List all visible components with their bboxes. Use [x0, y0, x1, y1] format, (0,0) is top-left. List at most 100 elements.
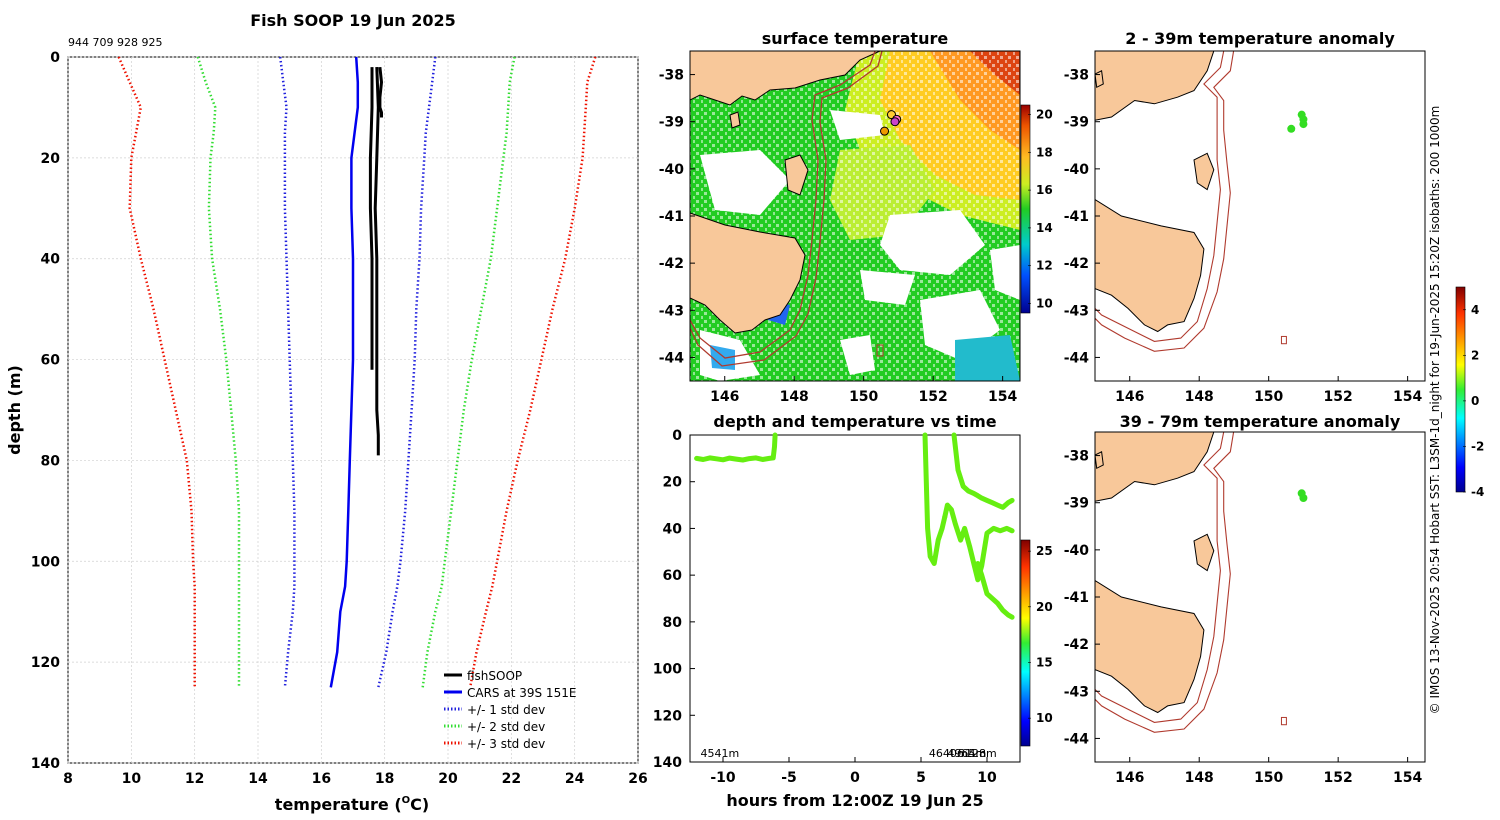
- anomaly-deep-panel: 39 - 79m temperature anomaly 146 148 150 15…: [1064, 412, 1426, 786]
- x-tick-148: 148: [1185, 770, 1214, 786]
- cb-tick-10: 10: [1036, 297, 1053, 311]
- side-credit-text: © IMOS 13-Nov-2025 20:54 Hobart SST: L3S…: [1428, 106, 1442, 715]
- anomaly-shallow-y-ticks: -38 -39 -40 -41 -42 -43 -44: [1064, 68, 1100, 366]
- anomaly-deep-map: [1094, 431, 1426, 763]
- profile-line-fishsoop-2: [373, 67, 380, 456]
- y-tick--44: -44: [1064, 350, 1090, 366]
- anomaly-deep-title: 39 - 79m temperature anomaly: [1120, 412, 1401, 431]
- x-tick-152: 152: [919, 389, 948, 405]
- timeseries-annotation-3: 5128m: [958, 747, 997, 760]
- land-king-island: [1095, 70, 1104, 89]
- y-tick--40: -40: [659, 162, 685, 178]
- y-tick-20: 20: [663, 475, 683, 491]
- y-tick--38: -38: [1064, 68, 1089, 84]
- isobath-200m: [1095, 51, 1225, 342]
- cb-tick-10: 10: [1036, 711, 1053, 725]
- x-tick-24: 24: [565, 771, 585, 787]
- timeseries-tracks: [694, 432, 1015, 620]
- x-tick-10: 10: [977, 770, 997, 786]
- profile-xlabel: temperature (OC): [275, 795, 429, 814]
- y-tick--40: -40: [1064, 543, 1090, 559]
- x-tick-146: 146: [1115, 770, 1144, 786]
- cb-tick--4: -4: [1471, 485, 1484, 499]
- land-flinders-island: [1193, 152, 1215, 191]
- y-tick-140: 140: [31, 756, 60, 772]
- anomaly-point-2: [1299, 120, 1308, 129]
- cb-tick-16: 16: [1036, 183, 1053, 197]
- timeseries-y-ticks: 0 20 40 60 80 100 120 140: [653, 428, 695, 771]
- y-tick-100: 100: [653, 662, 682, 678]
- isobath-200m: [1095, 432, 1225, 723]
- cb-tick--2: -2: [1471, 439, 1484, 453]
- map-content: [1095, 51, 1425, 381]
- x-tick-26: 26: [628, 771, 647, 787]
- y-tick--42: -42: [1064, 256, 1089, 272]
- sst-markers: [880, 110, 902, 136]
- anomaly-deep-x-ticks: 146 148 150 152 154: [1115, 757, 1422, 786]
- profile-line-cars-mean: [329, 56, 360, 688]
- y-tick--44: -44: [1064, 731, 1090, 747]
- timeseries-title: depth and temperature vs time: [713, 412, 996, 431]
- profile-legend: fishSOOP CARS at 39S 151E +/- 1 std dev …: [444, 669, 576, 751]
- profile-line-fishsoop-3: [378, 66, 383, 118]
- y-tick--43: -43: [1064, 684, 1089, 700]
- x-tick-154: 154: [1393, 389, 1422, 405]
- x-tick-14: 14: [248, 771, 268, 787]
- y-tick-40: 40: [663, 521, 683, 537]
- y-tick-60: 60: [663, 568, 683, 584]
- timeseries-track-2: [922, 432, 948, 566]
- anomaly-shallow-map: [1094, 50, 1426, 382]
- y-tick--38: -38: [1064, 449, 1089, 465]
- timeseries-annotation-2: 4965m: [947, 747, 986, 760]
- land-flinders-island: [1193, 533, 1215, 572]
- x-tick-12: 12: [185, 771, 204, 787]
- anomaly-shallow-points: [1287, 110, 1308, 133]
- y-tick-80: 80: [663, 615, 683, 631]
- y-tick--39: -39: [659, 115, 684, 131]
- legend-std3: +/- 3 std dev: [467, 737, 545, 751]
- timeseries-colorbar-ticks: 10 15 20 25: [1028, 544, 1053, 725]
- profile-x-ticks: 8 10 12 14 16 18 20 22 24 26: [63, 771, 648, 787]
- profile-lines: [117, 56, 597, 688]
- x-tick-146: 146: [1115, 389, 1144, 405]
- y-tick-140: 140: [653, 755, 682, 771]
- anomaly-deep-points: [1297, 489, 1308, 502]
- x-tick-20: 20: [438, 771, 458, 787]
- cb-tick-2: 2: [1471, 348, 1479, 362]
- land-victoria: [1095, 432, 1215, 502]
- sst-y-ticks: -38 -39 -40 -41 -42 -43 -44: [659, 68, 695, 366]
- profile-subtitle: 944 709 928 925: [68, 36, 162, 49]
- x-tick--5: -5: [781, 770, 797, 786]
- x-tick-5: 5: [916, 770, 926, 786]
- y-tick-40: 40: [41, 252, 61, 268]
- x-tick-148: 148: [780, 389, 809, 405]
- y-tick--41: -41: [659, 209, 684, 225]
- profile-line-fishsoop-1: [368, 67, 374, 370]
- cb-tick-14: 14: [1036, 221, 1053, 235]
- x-tick-154: 154: [988, 389, 1017, 405]
- timeseries-colorbar: [1020, 539, 1031, 747]
- y-tick-80: 80: [41, 453, 61, 469]
- y-tick-20: 20: [41, 151, 61, 167]
- x-tick-150: 150: [849, 389, 878, 405]
- profile-y-ticks: 0 20 40 60 80 100 120 140: [31, 50, 60, 772]
- anomaly-shallow-panel: 2 - 39m temperature anomaly 146 148 150 152…: [1064, 29, 1485, 499]
- y-tick-0: 0: [672, 428, 682, 444]
- profile-line--2-std: [421, 56, 516, 688]
- sst-image: [690, 51, 1020, 381]
- x-tick-22: 22: [502, 771, 521, 787]
- y-tick--43: -43: [659, 303, 684, 319]
- y-tick-0: 0: [50, 50, 60, 66]
- anomaly-shallow-title: 2 - 39m temperature anomaly: [1125, 29, 1395, 48]
- timeseries-annotation-1: 4640m: [929, 747, 968, 760]
- timeseries-x-ticks: -10 -5 0 5 10: [710, 757, 997, 786]
- isobath-1000m: [1095, 51, 1235, 352]
- x-tick--10: -10: [710, 770, 736, 786]
- x-tick-0: 0: [850, 770, 860, 786]
- anomaly-deep-y-ticks: -38 -39 -40 -41 -42 -43 -44: [1064, 449, 1100, 747]
- anomaly-colorbar-ticks: 4 2 0 -2 -4: [1463, 303, 1484, 499]
- sst-marker-2: [890, 117, 900, 127]
- x-tick-148: 148: [1185, 389, 1214, 405]
- land-victoria: [1095, 51, 1215, 121]
- cb-tick-15: 15: [1036, 655, 1053, 669]
